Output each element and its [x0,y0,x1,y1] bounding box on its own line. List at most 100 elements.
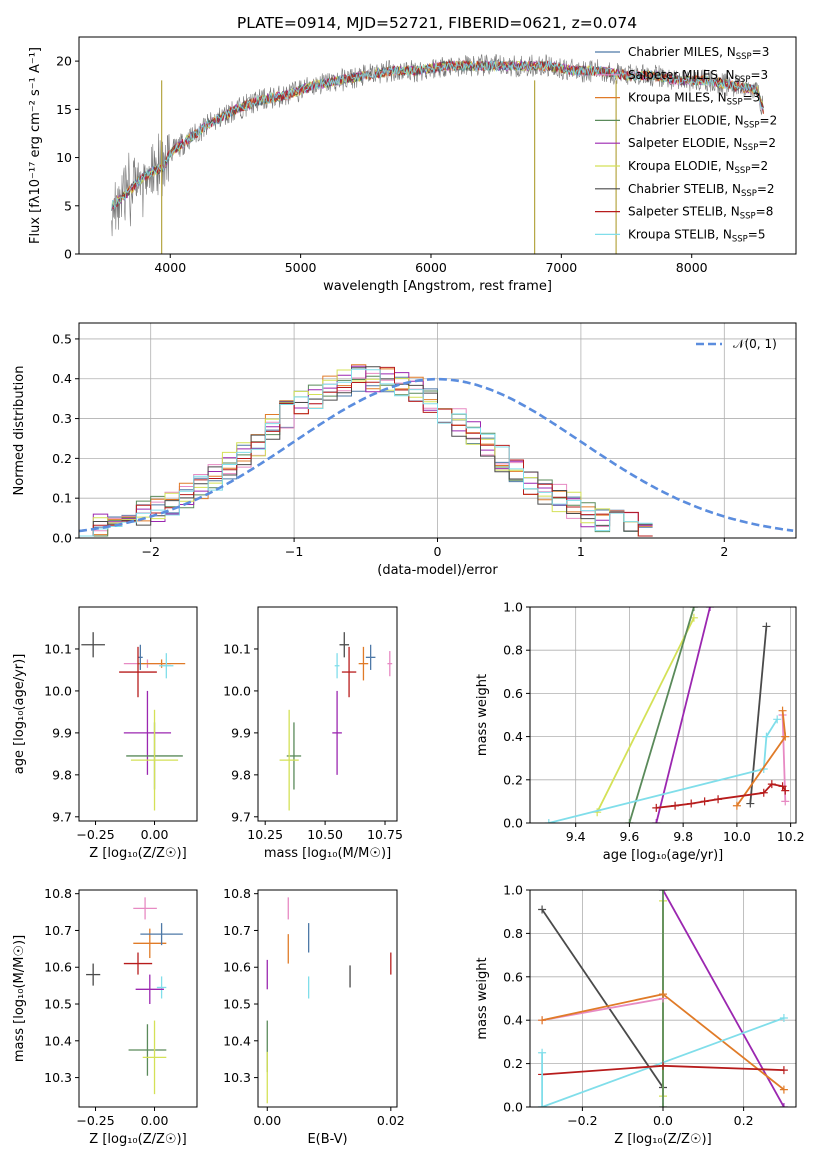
x-tick-label: 7000 [545,260,577,275]
y-tick-label: 9.7 [231,809,251,824]
y-tick-label: 10.0 [44,683,72,698]
plot-area [86,897,183,1095]
weight-point-marker [659,1061,667,1070]
y-tick-label: 1.0 [503,600,523,615]
y-tick-label: 9.9 [231,725,251,740]
x-tick-label: 0.2 [734,1113,754,1128]
weight-point-marker [781,786,790,795]
panel-mass-vs-EBV: 0.00 0.02 10.3 10.4 10.5 10.6 10.7 10.8 E(B-V) [223,886,405,1147]
weight-series-line [541,908,664,1089]
y-tick-label: 9.7 [52,809,72,824]
y-tick-label: 9.9 [52,725,72,740]
legend-entry: 𝒩(0, 1) [733,337,777,351]
x-tick-label: 0 [434,544,442,559]
legend: Chabrier MILES, NSSP=3 Salpeter MILES, NS… [595,45,777,244]
axes-frame [78,322,797,539]
y-tick-label: 20 [56,54,72,69]
y-axis-label: mass weight [475,674,490,756]
weight-point-marker [778,782,787,791]
x-axis-label: E(B-V) [307,1132,347,1147]
y-tick-label: 10.1 [44,641,72,656]
panel-spectrum: 4000 5000 6000 7000 8000 0 5 10 15 20 wavelength [… [28,36,797,294]
y-tick-label: 10.3 [44,1070,72,1085]
axes-frame [529,889,797,1108]
x-tick-label: 0.00 [253,1113,281,1128]
x-tick-label: −0.2 [567,1113,597,1128]
x-axis-label: wavelength [Angstrom, rest frame] [323,279,552,294]
weight-point-marker [659,990,667,999]
y-tick-label: 5 [64,198,72,213]
x-tick-label: 5000 [285,260,317,275]
y-tick-label: 0.8 [503,926,523,941]
legend-entry: Chabrier MILES, NSSP=3 [628,45,769,62]
x-tick-label: −0.25 [76,1113,114,1128]
plot-area [81,632,186,811]
weight-point-marker [538,905,547,914]
x-tick-label: 0.00 [141,827,169,842]
weight-point-marker [779,1103,788,1107]
weight-series-line [548,718,778,823]
y-tick-label: 10.1 [223,641,251,656]
x-tick-label: 6000 [415,260,447,275]
y-tick-label: 10 [56,150,72,165]
weight-series-line [736,710,787,807]
x-axis-label: mass [log₁₀(M/M☉)] [264,846,391,861]
y-tick-label: 0 [64,247,72,262]
weight-point-marker [689,607,698,611]
weight-point-marker [759,788,768,797]
y-tick-label: 10.5 [223,997,251,1012]
weight-point-marker [781,797,790,806]
legend-entry: Chabrier STELIB, NSSP=2 [628,182,775,199]
y-tick-label: 0.0 [503,1100,523,1115]
x-axis-label: Z [log₁₀(Z/Z☉)] [89,1132,186,1147]
y-tick-label: 9.8 [52,767,72,782]
axes-frame [257,889,398,1108]
y-tick-label: 0.0 [503,816,523,831]
weight-point-marker [773,715,782,724]
y-tick-label: 10.8 [223,886,251,901]
weight-point-marker [746,799,755,808]
y-tick-label: 0.2 [503,772,523,787]
weight-point-marker [687,799,696,808]
legend-entry: Salpeter MILES, NSSP=3 [628,68,768,85]
y-tick-label: 10.4 [223,1033,251,1048]
x-tick-label: 10.25 [247,827,283,842]
weight-point-marker [779,1066,788,1075]
x-tick-label: 9.6 [619,829,639,844]
y-axis-label: Flux [fλ10⁻¹⁷ erg cm⁻² s⁻¹ A⁻¹] [28,47,43,244]
weight-point-marker [762,622,771,631]
weight-point-marker [778,706,787,715]
weight-series-line [596,617,695,813]
x-axis-label: age [log₁₀(age/yr)] [603,848,724,863]
x-axis-label: Z [log₁₀(Z/Z☉)] [614,1132,711,1147]
weight-point-marker [659,890,667,894]
y-tick-label: 0.1 [52,491,72,506]
plot-area [266,897,392,1104]
x-tick-label: 10.50 [307,827,343,842]
x-tick-label: 10.2 [777,829,805,844]
weight-point-marker [732,801,741,810]
weight-series-line [628,607,695,823]
y-tick-label: 10.3 [223,1070,251,1085]
x-tick-label: 0.02 [377,1113,405,1128]
y-tick-label: 0.2 [503,1056,523,1071]
y-tick-label: 0.5 [52,331,72,346]
x-tick-label: 0.00 [141,1113,169,1128]
weight-point-marker [544,819,553,823]
weight-point-marker [706,607,715,611]
panel-age-vs-Z: −0.25 0.00 9.7 9.8 9.9 10.0 10.1 Z [log₁₀(Z/Z☉)… [12,606,198,861]
y-tick-label: 9.8 [231,767,251,782]
plot-area [544,607,790,823]
weight-point-marker [779,1085,788,1094]
panel-mass-vs-Z: −0.25 0.00 10.3 10.4 10.5 10.6 10.7 10.8 Z [log₁… [12,886,198,1147]
x-tick-label: 8000 [676,260,708,275]
x-tick-label: 2 [720,544,728,559]
y-tick-label: 0.4 [52,371,72,386]
histogram-series [79,369,653,538]
axes-frame [78,36,797,255]
y-tick-label: 10.8 [44,886,72,901]
x-tick-label: −0.25 [76,827,114,842]
x-tick-label: 10.0 [723,829,751,844]
plot-area [279,632,393,811]
weight-point-marker [538,1048,547,1057]
